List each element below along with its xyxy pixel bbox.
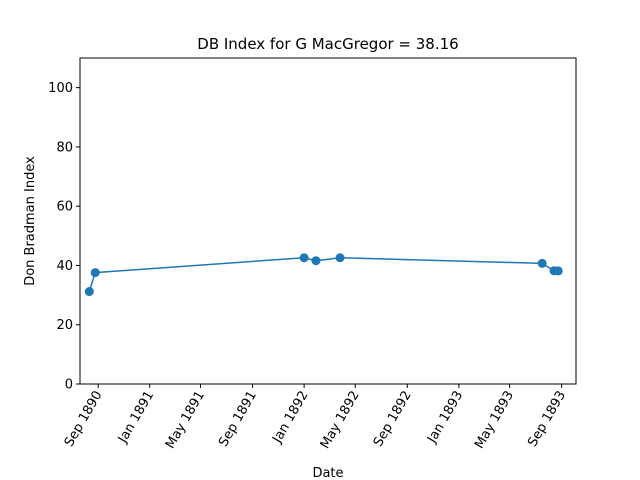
y-tick-label: 40: [56, 259, 73, 274]
x-tick-label: Jan 1893: [424, 389, 466, 447]
y-axis-title: Don Bradman Index: [23, 156, 38, 286]
x-tick-label: May 1891: [163, 389, 208, 452]
y-tick-label: 100: [48, 81, 73, 96]
data-point: [553, 266, 563, 276]
x-tick-label: May 1893: [472, 389, 517, 452]
plot-area: [84, 253, 563, 297]
data-point: [311, 256, 321, 266]
x-tick-label: Sep 1892: [371, 389, 415, 450]
axes-frame: [79, 57, 577, 385]
data-point: [537, 258, 547, 268]
x-tick-label: Sep 1891: [216, 389, 260, 450]
data-point: [84, 287, 94, 297]
data-point: [90, 268, 100, 278]
x-tick-label: Jan 1892: [269, 389, 311, 447]
x-tick-label: Jan 1891: [115, 389, 157, 447]
x-axis-title: Date: [312, 466, 343, 480]
x-tick-label: Sep 1890: [62, 389, 106, 450]
chart-title: DB Index for G MacGregor = 38.16: [197, 35, 458, 53]
data-point: [335, 253, 345, 263]
y-axis: 0 20 40 60 80 100: [48, 81, 80, 393]
x-axis: Sep 1890 Jan 1891 May 1891 Sep 1891 Jan 1892…: [62, 384, 569, 452]
data-point: [299, 253, 309, 263]
x-tick-label: Sep 1893: [525, 389, 569, 450]
y-tick-label: 80: [56, 140, 73, 155]
x-tick-label: May 1892: [318, 389, 363, 452]
y-tick-label: 0: [65, 378, 73, 393]
series-line: [88, 256, 559, 292]
y-tick-label: 60: [56, 200, 73, 215]
y-tick-label: 20: [56, 318, 73, 333]
